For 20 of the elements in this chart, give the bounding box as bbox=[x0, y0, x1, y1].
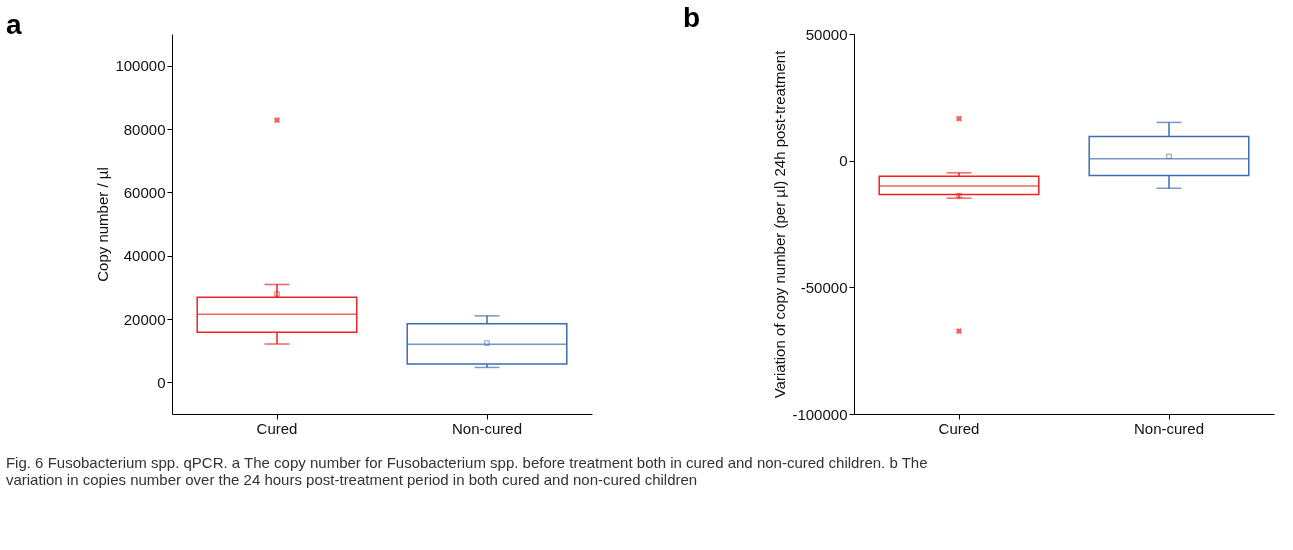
y-tick-label: 0 bbox=[157, 373, 166, 391]
x-tick-label: Non-cured bbox=[1133, 419, 1205, 437]
x-tick-label: Cured bbox=[256, 419, 298, 437]
y-tick-label: 40000 bbox=[123, 247, 166, 265]
caption: Fig. 6 Fusobacterium spp. qPCR. a The copy number for Fusobacterium spp. before treatment both in cured and non-cured children. b The bbox=[5, 454, 928, 471]
text: variation in copies number over the 24 hours post-treatment period in both cured and non-cured children bbox=[5, 471, 698, 488]
y-tick-label: 100000 bbox=[115, 57, 166, 75]
y-tick-label: 60000 bbox=[123, 183, 166, 201]
x-tick-label: Non-cured bbox=[451, 419, 523, 437]
y-tick-label: -100000 bbox=[792, 405, 848, 423]
y-tick-label: 20000 bbox=[123, 310, 166, 328]
y-tick-label: 80000 bbox=[123, 120, 166, 138]
x-tick-label: Cured bbox=[938, 419, 980, 437]
y-tick-label: -50000 bbox=[800, 278, 848, 296]
y-axis-title: Variation of copy number (per µl) 24h post-treatment bbox=[771, 49, 789, 399]
chart-title: b bbox=[682, 2, 701, 33]
chart-title: a bbox=[5, 9, 22, 40]
y-tick-label: 0 bbox=[839, 152, 848, 170]
y-axis-title: Copy number / µl bbox=[94, 167, 112, 282]
y-tick-label: 50000 bbox=[805, 25, 848, 43]
